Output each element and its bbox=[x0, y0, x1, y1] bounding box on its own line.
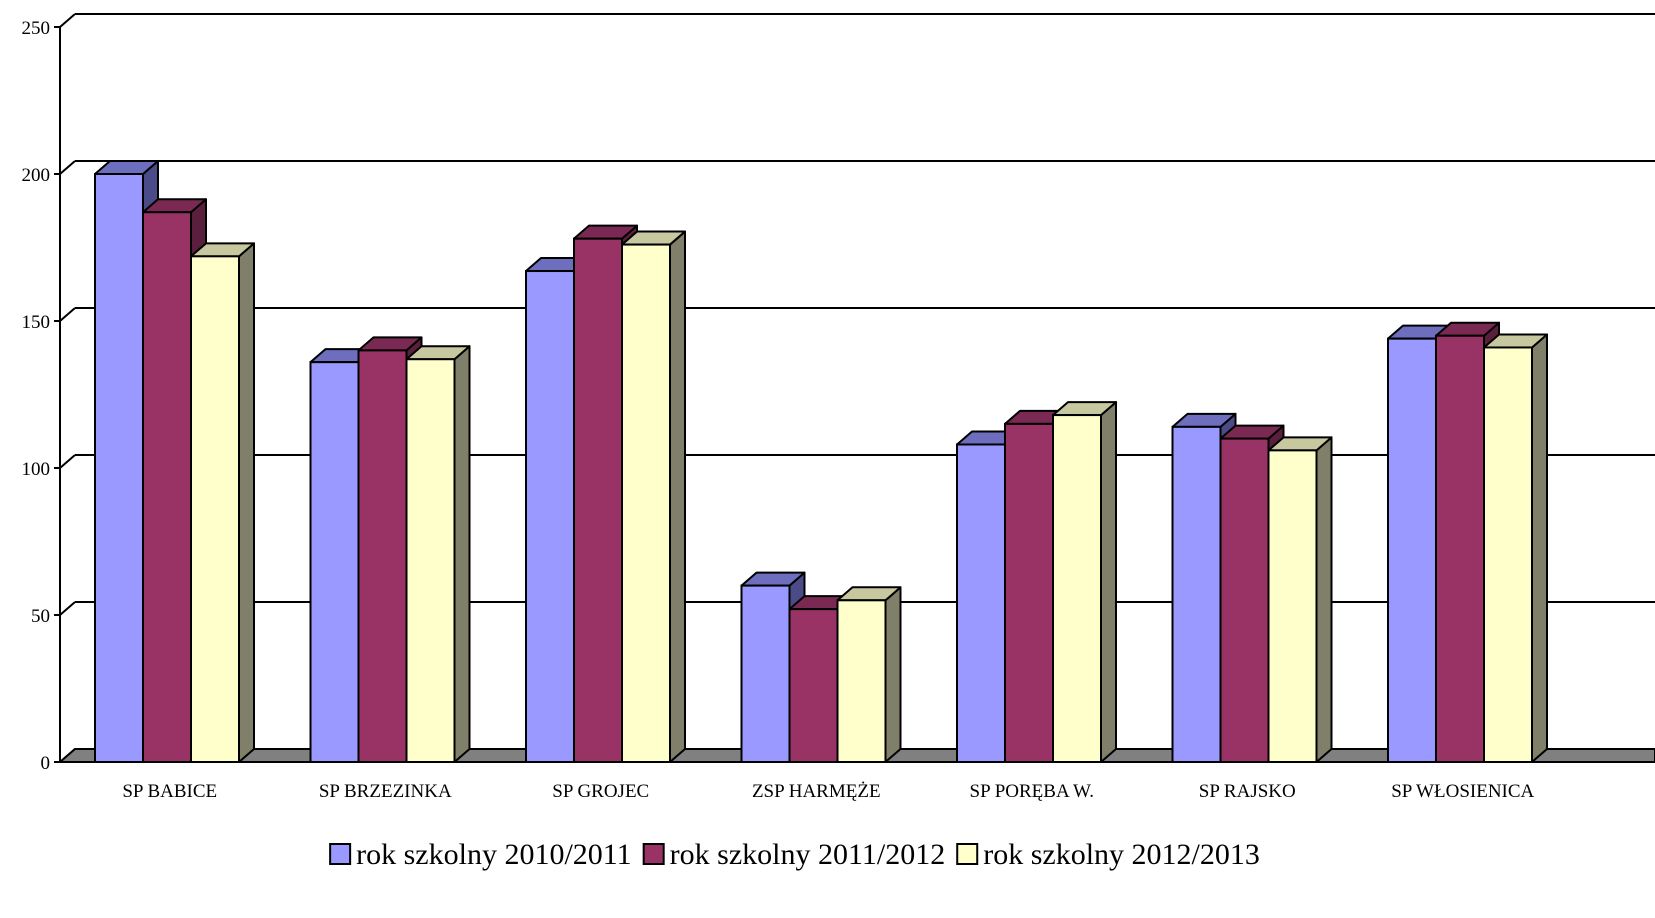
y-tick-label: 50 bbox=[31, 606, 50, 627]
bar-front bbox=[790, 609, 838, 762]
bar-front bbox=[1173, 427, 1221, 762]
gridline-diagonal bbox=[60, 14, 75, 27]
x-tick-label: SP PORĘBA W. bbox=[970, 781, 1094, 802]
bar-side bbox=[886, 587, 901, 762]
bar-front bbox=[526, 271, 574, 762]
y-tick-label: 250 bbox=[22, 18, 51, 39]
bar-front bbox=[95, 174, 143, 762]
bar-front bbox=[1221, 439, 1269, 762]
gridline-diagonal bbox=[60, 455, 75, 468]
bar-front bbox=[143, 212, 191, 762]
legend-swatch bbox=[957, 844, 977, 864]
bar bbox=[1053, 402, 1116, 762]
legend-label: rok szkolny 2012/2013 bbox=[983, 838, 1260, 871]
bar-front bbox=[574, 239, 622, 762]
bar-side bbox=[1317, 437, 1332, 762]
bar-front bbox=[359, 350, 407, 762]
bar-front bbox=[1484, 347, 1532, 762]
legend-label: rok szkolny 2011/2012 bbox=[670, 838, 946, 871]
bar-front bbox=[1053, 415, 1101, 762]
bar-front bbox=[622, 245, 670, 762]
y-tick-label: 200 bbox=[22, 165, 51, 186]
x-tick-label: SP RAJSKO bbox=[1199, 781, 1296, 802]
x-tick-label: SP BABICE bbox=[122, 781, 217, 802]
bar-front bbox=[1005, 424, 1053, 762]
x-tick-label: SP GROJEC bbox=[552, 781, 649, 802]
bar-side bbox=[1532, 334, 1547, 762]
bar bbox=[622, 232, 685, 762]
bar-side bbox=[239, 243, 254, 762]
bar-side bbox=[1101, 402, 1116, 762]
bar-side bbox=[455, 346, 470, 762]
bars bbox=[95, 161, 1547, 762]
gridline-diagonal bbox=[60, 308, 75, 321]
bar-front bbox=[311, 362, 359, 762]
bar-front bbox=[838, 600, 886, 762]
x-tick-label: SP BRZEZINKA bbox=[319, 781, 452, 802]
legend-swatch bbox=[644, 844, 664, 864]
bar-front bbox=[407, 359, 455, 762]
bar-front bbox=[742, 586, 790, 762]
bar-front bbox=[1388, 339, 1436, 762]
y-tick-label: 150 bbox=[22, 312, 51, 333]
gridline-diagonal bbox=[60, 602, 75, 615]
bar bbox=[407, 346, 470, 762]
x-tick-label: SP WŁOSIENICA bbox=[1391, 781, 1534, 802]
bar-front bbox=[1436, 336, 1484, 762]
x-tick-label: ZSP HARMĘŻE bbox=[752, 781, 881, 802]
y-tick-label: 100 bbox=[22, 459, 51, 480]
bar-front bbox=[1269, 450, 1317, 762]
bar bbox=[838, 587, 901, 762]
bar-front bbox=[957, 444, 1005, 762]
bar-side bbox=[670, 232, 685, 762]
legend: rok szkolny 2010/2011 rok szkolny 2011/20… bbox=[330, 838, 1260, 871]
gridline-diagonal bbox=[60, 161, 75, 174]
bar bbox=[1269, 437, 1332, 762]
legend-swatch bbox=[330, 844, 350, 864]
y-tick-label: 0 bbox=[41, 753, 51, 774]
legend-label: rok szkolny 2010/2011 bbox=[356, 838, 632, 871]
bar bbox=[1484, 334, 1547, 762]
category-labels: SP BABICE SP BRZEZINKA SP GROJEC ZSP HARMĘŻ… bbox=[122, 781, 1534, 802]
bar bbox=[191, 243, 254, 762]
bar-front bbox=[191, 256, 239, 762]
